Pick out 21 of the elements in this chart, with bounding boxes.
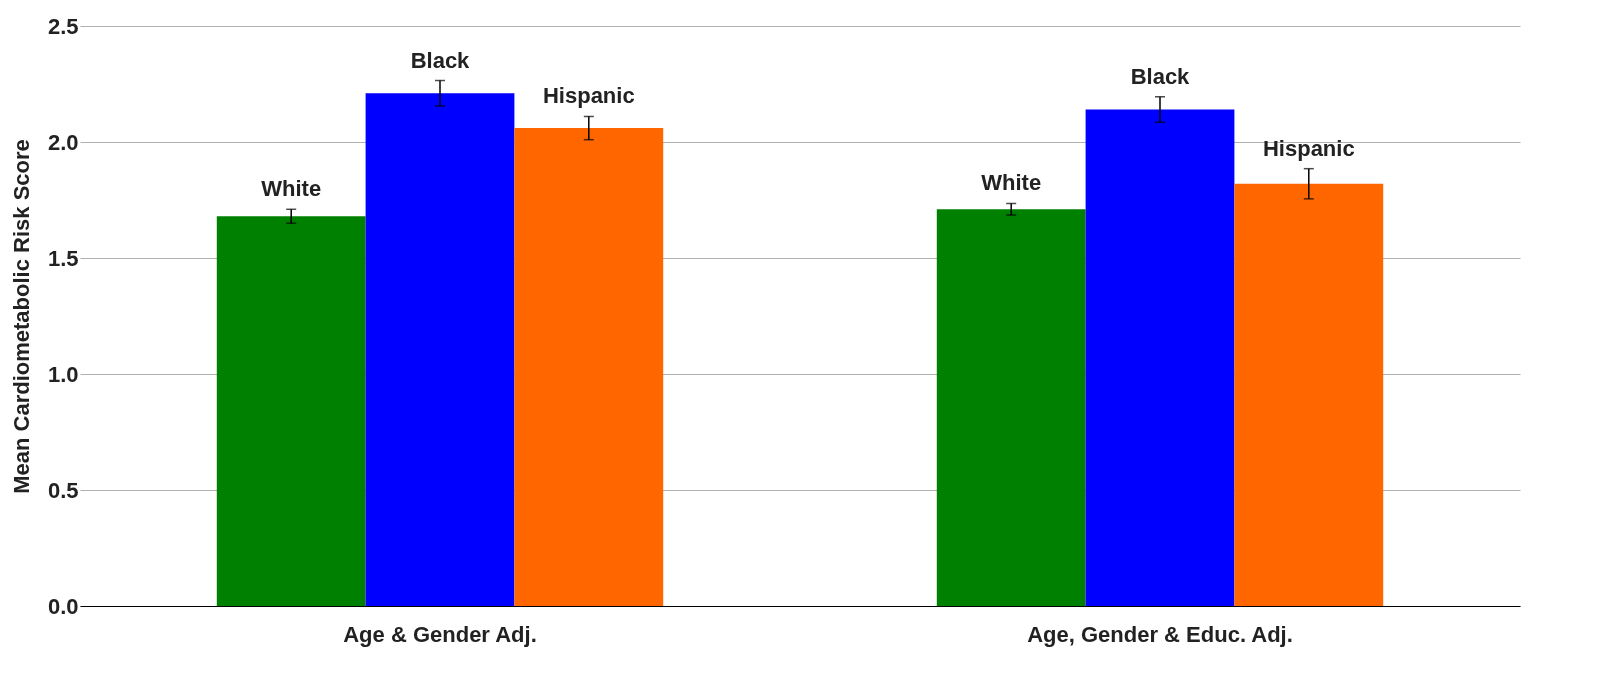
y-tick-label: 0.0	[47, 593, 79, 619]
bar	[216, 216, 366, 606]
y-tick-label: 2.5	[47, 13, 79, 39]
y-tick-label: 0.5	[47, 477, 79, 503]
bar	[936, 209, 1086, 606]
text: Black	[410, 47, 470, 73]
y-tick-label: 1.0	[47, 361, 79, 387]
bar	[1085, 109, 1235, 606]
text: White	[261, 176, 322, 202]
x-tick-label: Age & Gender Adj.	[343, 621, 537, 647]
bar	[365, 93, 515, 606]
series-label: Hispanic	[542, 83, 635, 109]
text: Hispanic	[1262, 135, 1355, 161]
x-tick-label: Age, Gender & Educ. Adj.	[1027, 621, 1293, 647]
series-label: Black	[1130, 63, 1191, 89]
series-label: White	[981, 170, 1042, 196]
y-axis-title: Mean Cardiometabolic Risk Score	[8, 139, 34, 494]
bar	[1234, 183, 1384, 606]
y-tick-label: 1.5	[47, 245, 79, 271]
y-tick-label: 2.0	[47, 129, 79, 155]
bar	[514, 128, 664, 606]
